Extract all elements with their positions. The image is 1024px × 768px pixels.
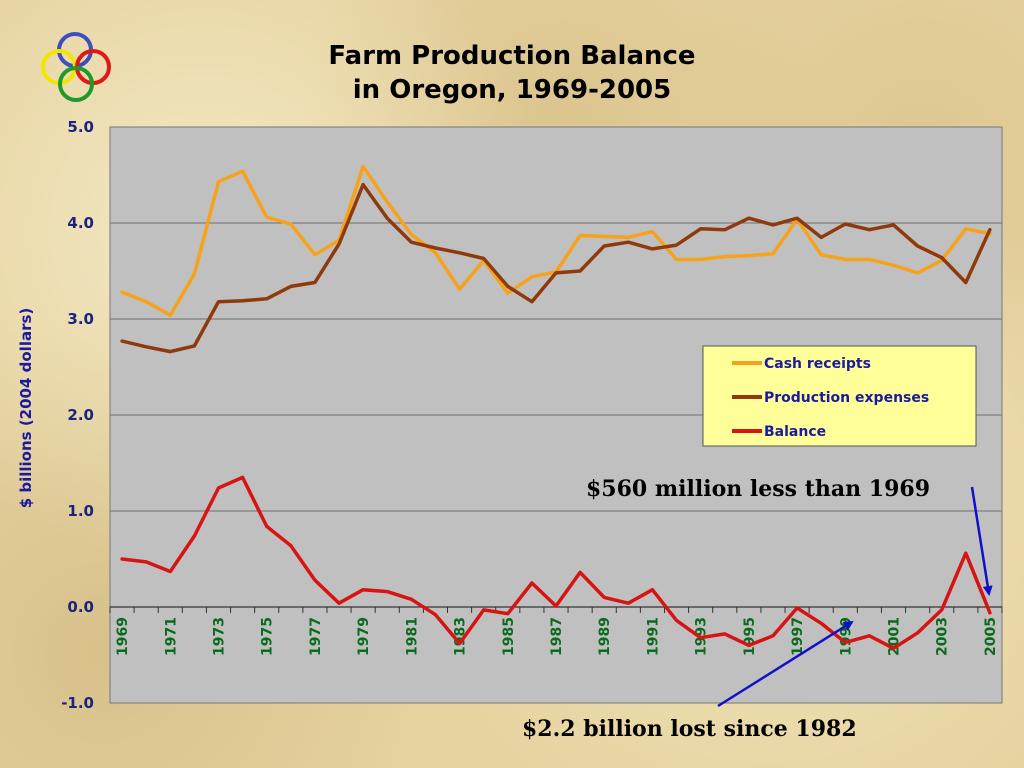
series-line-production-expenses — [120, 182, 992, 354]
x-tick-label: 1971 — [163, 617, 179, 656]
series-lines — [120, 164, 992, 651]
chart-title-line2: in Oregon, 1969-2005 — [353, 75, 671, 105]
y-tick-label: 2.0 — [67, 406, 94, 424]
y-axis-label: $ billions (2004 dollars) — [17, 308, 35, 509]
y-tick-label: 1.0 — [67, 502, 94, 520]
annotation-2-2-billion: $2.2 billion lost since 1982 — [522, 716, 857, 742]
x-tick-label: 2001 — [887, 617, 903, 656]
x-tick-label: 1985 — [501, 617, 517, 656]
legend-label-production-expenses: Production expenses — [764, 390, 929, 406]
x-tick-label: 1983 — [453, 617, 469, 656]
y-tick-label: -1.0 — [61, 694, 94, 712]
x-tick-label: 1997 — [790, 617, 806, 656]
y-tick-label: 5.0 — [67, 118, 94, 136]
y-tick-label: 3.0 — [67, 310, 94, 328]
y-axis-ticks: 5.0 4.0 3.0 2.0 1.0 0.0 -1.0 — [61, 118, 94, 712]
x-tick-label: 1975 — [260, 617, 276, 656]
logo-ring-green — [58, 66, 94, 102]
x-tick-label: 1989 — [597, 617, 613, 656]
x-tick-label: 1973 — [211, 617, 227, 656]
y-tick-label: 4.0 — [67, 214, 94, 232]
x-tick-label: 1969 — [115, 617, 131, 656]
legend-label-cash-receipts: Cash receipts — [764, 356, 871, 372]
series-line-balance — [120, 475, 992, 651]
olympic-rings-logo — [41, 32, 111, 102]
legend-label-balance: Balance — [764, 424, 826, 440]
x-tick-label: 1979 — [356, 617, 372, 656]
x-tick-label: 2003 — [935, 617, 951, 656]
annotation-arrow-560-million — [970, 486, 993, 596]
x-tick-label: 1977 — [308, 617, 324, 656]
chart-title-line1: Farm Production Balance — [328, 41, 695, 71]
annotation-560-million: $560 million less than 1969 — [586, 476, 930, 502]
y-tick-label: 0.0 — [67, 598, 94, 616]
legend[interactable]: Cash receipts Production expenses Balanc… — [702, 345, 977, 447]
x-tick-label: 2005 — [983, 617, 999, 656]
x-tick-label: 1991 — [645, 617, 661, 656]
x-tick-label: 1987 — [549, 617, 565, 656]
annotation-arrow-2-2-billion — [717, 620, 854, 708]
x-tick-label: 1981 — [404, 617, 420, 656]
x-tick-label: 1995 — [742, 617, 758, 656]
x-axis-ticks: 1969 1971 1973 1975 1977 1979 1981 1983 1985 1987… — [115, 617, 999, 656]
